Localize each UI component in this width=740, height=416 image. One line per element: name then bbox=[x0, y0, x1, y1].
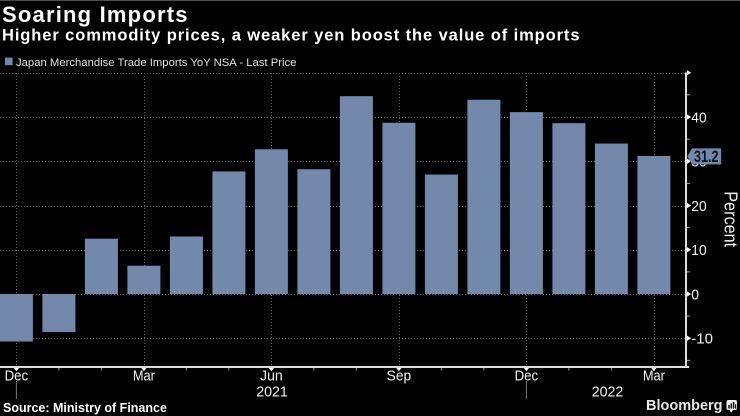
svg-text:-10: -10 bbox=[691, 331, 713, 348]
svg-text:20: 20 bbox=[691, 198, 706, 215]
svg-text:Percent: Percent bbox=[720, 191, 740, 247]
svg-text:Mar: Mar bbox=[643, 368, 665, 385]
svg-text:Bloomberg: Bloomberg bbox=[646, 398, 723, 414]
svg-text:10: 10 bbox=[691, 242, 706, 259]
svg-text:Sep: Sep bbox=[387, 368, 412, 385]
svg-text:0: 0 bbox=[691, 286, 699, 303]
svg-text:Higher commodity prices, a wea: Higher commodity prices, a weaker yen bo… bbox=[2, 27, 580, 45]
svg-text:2021: 2021 bbox=[256, 384, 288, 401]
svg-text:40: 40 bbox=[691, 109, 706, 126]
svg-text:31.2: 31.2 bbox=[694, 148, 719, 166]
svg-text:Jun: Jun bbox=[260, 368, 283, 385]
svg-text:Dec: Dec bbox=[515, 368, 539, 385]
svg-text:2022: 2022 bbox=[592, 384, 624, 401]
svg-text:Mar: Mar bbox=[133, 368, 155, 385]
svg-text:Japan Merchandise Trade Import: Japan Merchandise Trade Imports YoY NSA … bbox=[16, 57, 296, 69]
svg-text:Source: Ministry of Finance: Source: Ministry of Finance bbox=[3, 401, 167, 415]
svg-text:Dec: Dec bbox=[5, 368, 29, 385]
svg-text:Soaring Imports: Soaring Imports bbox=[2, 2, 189, 27]
